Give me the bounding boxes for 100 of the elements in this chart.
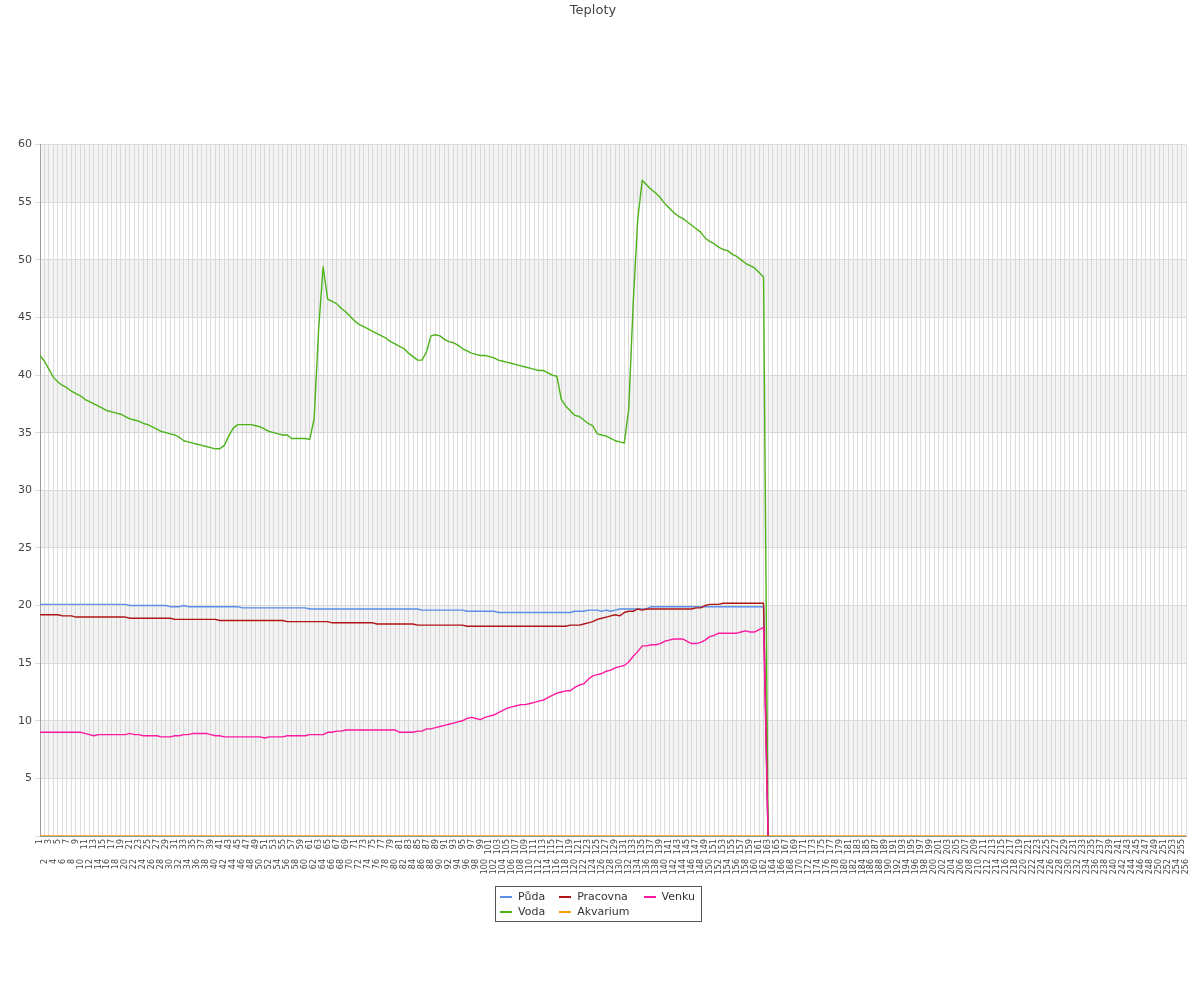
x-tick-label: 67: [331, 839, 341, 850]
x-tick-label: 14: [93, 859, 103, 870]
x-tick-label: 49: [250, 839, 260, 850]
x-tick-label: 59: [295, 839, 305, 850]
x-tick-label: 156: [731, 859, 741, 875]
x-tick-label: 191: [888, 839, 898, 855]
legend-label: Pracovna: [577, 890, 628, 903]
x-tick-label: 125: [592, 839, 602, 855]
x-tick-label: 88: [426, 859, 436, 870]
x-tick-label: 162: [758, 859, 768, 875]
x-tick-label: 141: [664, 839, 674, 855]
x-tick-label: 113: [538, 839, 548, 855]
x-tick-label: 39: [205, 839, 215, 850]
x-tick-label: 205: [951, 839, 961, 855]
x-tick-label: 242: [1118, 859, 1128, 875]
x-tick-label: 147: [691, 839, 701, 855]
x-tick-label: 246: [1136, 859, 1146, 875]
x-tick-label: 197: [915, 839, 925, 855]
x-tick-label: 195: [906, 839, 916, 855]
x-tick-label: 81: [394, 839, 404, 850]
x-tick-label: 142: [668, 859, 678, 875]
legend-label: Venku: [661, 890, 695, 903]
x-tick-label: 175: [817, 839, 827, 855]
legend-label: Voda: [518, 905, 546, 918]
x-tick-label: 256: [1181, 859, 1191, 875]
x-tick-label: 119: [565, 839, 575, 855]
x-tick-label: 103: [493, 839, 503, 855]
x-tick-label: 135: [637, 839, 647, 855]
x-tick-label: 139: [655, 839, 665, 855]
x-tick-label: 76: [372, 859, 382, 870]
x-tick-label: 20: [120, 859, 130, 870]
y-tick-label: 15: [18, 656, 32, 670]
x-tick-label: 10: [75, 859, 85, 870]
x-tick-label: 64: [318, 859, 328, 870]
x-tick-label: 56: [282, 859, 292, 870]
x-tick-label: 240: [1109, 859, 1119, 875]
x-tick-label: 19: [115, 839, 125, 850]
x-tick-label: 206: [956, 859, 966, 875]
x-tick-label: 112: [533, 859, 543, 875]
x-tick-label: 60: [300, 859, 310, 870]
x-tick-label: 213: [987, 839, 997, 855]
x-tick-label: 158: [740, 859, 750, 875]
x-tick-label: 73: [358, 839, 368, 850]
x-tick-label: 245: [1131, 839, 1141, 855]
x-tick-label: 232: [1073, 859, 1083, 875]
y-tick-label: 25: [18, 540, 32, 554]
x-tick-label: 3: [44, 839, 54, 845]
x-tick-label: 196: [911, 859, 921, 875]
x-tick-label: 211: [978, 839, 988, 855]
x-tick-label: 17: [106, 839, 116, 850]
x-tick-label: 26: [147, 859, 157, 870]
x-tick-label: 239: [1104, 839, 1114, 855]
x-tick-label: 208: [965, 859, 975, 875]
x-tick-label: 161: [754, 839, 764, 855]
x-tick-label: 101: [484, 839, 494, 855]
x-tick-label: 98: [471, 859, 481, 870]
x-tick-label: 69: [340, 839, 350, 850]
x-tick-label: 85: [412, 839, 422, 850]
x-tick-label: 21: [124, 839, 134, 850]
x-tick-label: 99: [475, 839, 485, 850]
x-tick-label: 152: [713, 859, 723, 875]
x-tick-label: 174: [812, 859, 822, 875]
x-tick-label: 224: [1037, 859, 1047, 875]
x-tick-label: 35: [187, 839, 197, 850]
x-tick-label: 62: [309, 859, 319, 870]
x-tick-label: 227: [1050, 839, 1060, 855]
x-tick-label: 7: [62, 839, 72, 845]
y-tick-label: 35: [18, 425, 32, 439]
x-tick-label: 93: [448, 839, 458, 850]
x-tick-label: 28: [156, 859, 166, 870]
x-tick-label: 54: [273, 859, 283, 870]
x-tick-label: 128: [605, 859, 615, 875]
x-tick-label: 235: [1086, 839, 1096, 855]
x-tick-label: 104: [497, 859, 507, 875]
x-tick-label: 84: [408, 859, 418, 870]
x-tick-label: 244: [1127, 859, 1137, 875]
x-tick-label: 172: [803, 859, 813, 875]
x-tick-label: 27: [151, 839, 161, 850]
x-tick-label: 182: [848, 859, 858, 875]
x-tick-label: 124: [587, 859, 597, 875]
x-tick-label: 16: [102, 859, 112, 870]
x-tick-label: 233: [1077, 839, 1087, 855]
x-tick-label: 4: [48, 859, 58, 865]
x-tick-label: 249: [1149, 839, 1159, 855]
x-tick-label: 121: [574, 839, 584, 855]
x-tick-label: 138: [650, 859, 660, 875]
x-tick-label: 43: [223, 839, 233, 850]
x-tick-label: 107: [511, 839, 521, 855]
x-tick-label: 167: [781, 839, 791, 855]
x-tick-label: 82: [399, 859, 409, 870]
x-tick-label: 251: [1158, 839, 1168, 855]
x-tick-label: 193: [897, 839, 907, 855]
x-tick-label: 207: [960, 839, 970, 855]
x-tick-label: 150: [704, 859, 714, 875]
x-tick-label: 46: [237, 859, 247, 870]
x-tick-label: 255: [1176, 839, 1186, 855]
x-tick-label: 86: [417, 859, 427, 870]
y-tick-label: 55: [18, 195, 32, 209]
x-tick-label: 149: [700, 839, 710, 855]
x-tick-label: 210: [974, 859, 984, 875]
